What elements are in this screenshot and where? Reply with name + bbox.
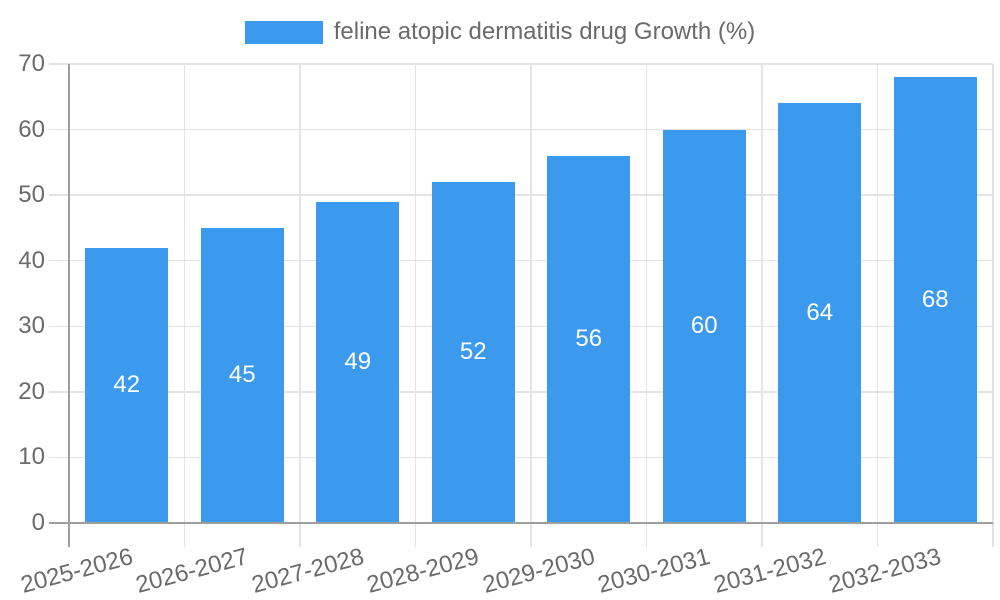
x-axis-tick-label: 2026-2027: [133, 543, 252, 599]
bar[interactable]: 60: [662, 129, 746, 522]
x-axis-tick-label: 2030-2031: [595, 543, 714, 599]
bar[interactable]: 45: [200, 227, 284, 522]
x-axis-tick-label: 2029-2030: [479, 543, 598, 599]
bar[interactable]: 64: [778, 103, 862, 522]
x-axis-line: [49, 522, 993, 524]
x-axis-tick-label: 2032-2033: [826, 543, 945, 599]
bar[interactable]: 42: [85, 247, 169, 522]
bar-value-label: 42: [113, 370, 141, 398]
x-axis-tick-label: 2025-2026: [17, 543, 136, 599]
bar-value-label: 68: [921, 285, 949, 313]
bar-value-label: 60: [690, 311, 718, 339]
y-axis-tick-label: 0: [31, 509, 45, 536]
legend-label: feline atopic dermatitis drug Growth (%): [333, 18, 756, 45]
y-axis-tick-label: 60: [18, 115, 45, 143]
bar[interactable]: 68: [893, 77, 977, 522]
gridline-horizontal: [49, 128, 993, 131]
legend-swatch-icon: [244, 20, 323, 44]
bar[interactable]: 52: [431, 182, 515, 522]
gridline-horizontal: [49, 325, 993, 328]
x-axis-tick-label: 2028-2029: [364, 543, 483, 599]
y-axis-tick-label: 20: [18, 377, 45, 405]
legend-item[interactable]: feline atopic dermatitis drug Growth (%): [244, 18, 756, 45]
bar-value-label: 56: [575, 324, 603, 352]
bar-value-label: 64: [806, 298, 834, 326]
gridline-vertical: [414, 64, 417, 547]
bar[interactable]: 56: [547, 155, 631, 522]
x-axis-tick-label: 2031-2032: [710, 543, 829, 599]
y-axis-tick-label: 10: [18, 443, 45, 471]
y-axis-tick-label: 40: [18, 246, 45, 274]
bar-value-label: 52: [459, 338, 487, 365]
y-axis-tick-label: 30: [18, 312, 45, 340]
y-axis-tick-label: 50: [18, 181, 45, 209]
gridline-vertical: [530, 64, 532, 547]
y-axis-tick-label: 70: [18, 50, 45, 77]
gridline-vertical: [876, 64, 879, 547]
legend: feline atopic dermatitis drug Growth (%): [0, 19, 1000, 45]
bar-value-label: 49: [344, 347, 372, 375]
gridline-horizontal: [49, 259, 993, 262]
gridline-horizontal: [49, 456, 993, 459]
gridline-vertical: [183, 64, 186, 547]
gridline-vertical: [645, 64, 648, 547]
gridline-vertical: [299, 64, 301, 547]
gridline-vertical: [992, 64, 994, 547]
bar[interactable]: 49: [316, 201, 400, 522]
bar-value-label: 45: [228, 360, 256, 388]
gridline-horizontal: [49, 391, 993, 393]
gridline-horizontal: [49, 194, 993, 196]
x-axis-tick-label: 2027-2028: [248, 543, 367, 599]
gridline-vertical: [761, 64, 763, 547]
y-axis-line: [68, 64, 70, 547]
gridline-horizontal: [49, 63, 993, 65]
